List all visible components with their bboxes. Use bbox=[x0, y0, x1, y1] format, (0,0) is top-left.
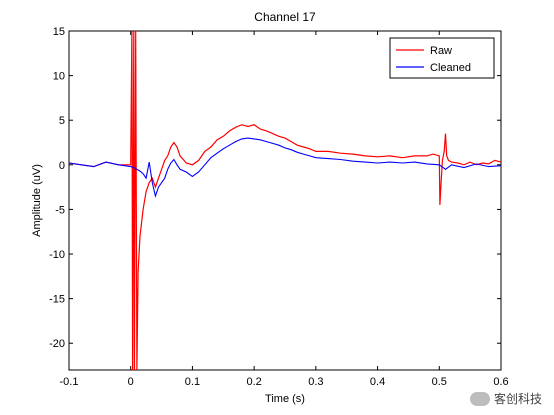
y-tick-label: 5 bbox=[59, 115, 65, 127]
legend-label-cleaned: Cleaned bbox=[430, 62, 471, 74]
x-axis-label: Time (s) bbox=[265, 393, 305, 405]
series-layer bbox=[69, 31, 501, 370]
x-tick-label: 0.4 bbox=[370, 376, 385, 388]
legend-box bbox=[389, 37, 495, 79]
x-tick-label: 0.5 bbox=[432, 376, 447, 388]
y-tick-label: 0 bbox=[59, 160, 65, 172]
x-tick-label: 0 bbox=[128, 376, 134, 388]
watermark: 客创科技 bbox=[469, 390, 542, 407]
y-tick-label: 10 bbox=[53, 71, 65, 83]
plot-area bbox=[68, 30, 502, 371]
chat-bubble-icon bbox=[469, 391, 490, 406]
x-tick-label: 0.1 bbox=[185, 376, 200, 388]
ticks-layer: -0.1 0 0.1 0.2 0.3 0.4 0.5 0.6 15 10 5 0 -5 -10 -15 -20 bbox=[49, 26, 509, 388]
series-line-cleaned bbox=[69, 137, 501, 198]
x-tick-label: 0.6 bbox=[493, 376, 508, 388]
watermark-text: 客创科技 bbox=[493, 392, 542, 406]
y-tick-label: 15 bbox=[53, 26, 65, 38]
legend: Raw Cleaned bbox=[389, 37, 495, 79]
y-axis-label: Amplitude (uV) bbox=[31, 164, 43, 237]
chart-title: Channel 17 bbox=[254, 10, 316, 24]
x-tick-label: -0.1 bbox=[60, 376, 79, 388]
legend-label-raw: Raw bbox=[430, 45, 452, 57]
x-tick-label: 0.2 bbox=[246, 376, 261, 388]
y-tick-label: -20 bbox=[49, 338, 65, 350]
y-tick-label: -5 bbox=[55, 204, 65, 216]
series-line-raw bbox=[69, 31, 501, 370]
y-tick-label: -10 bbox=[49, 249, 65, 261]
y-tick-label: -15 bbox=[49, 294, 65, 306]
x-tick-label: 0.3 bbox=[308, 376, 323, 388]
